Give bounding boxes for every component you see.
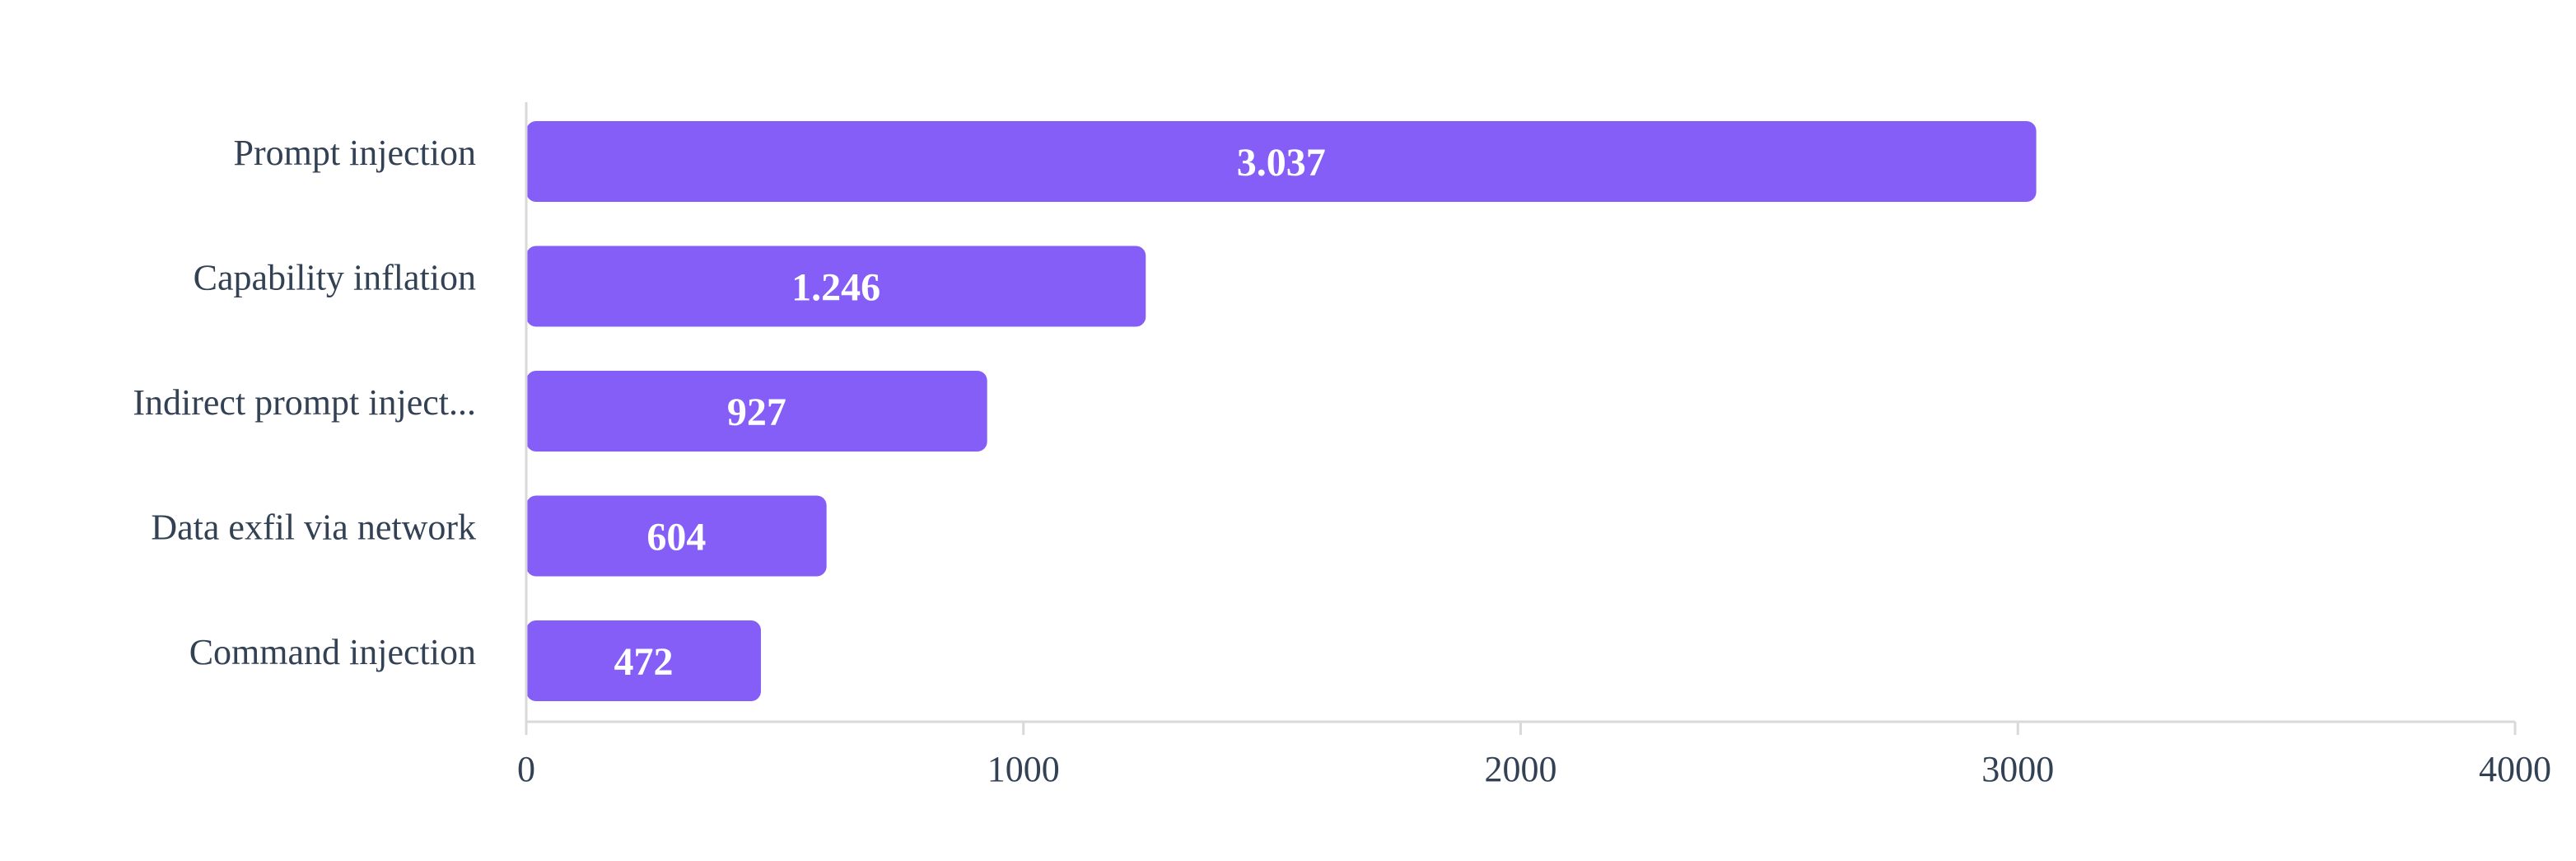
category-label-3: Data exfil via network (151, 508, 476, 548)
bar-value-label-4: 472 (614, 640, 673, 684)
bar-value-label-1: 1.246 (791, 266, 880, 310)
bars-layer (526, 121, 2037, 701)
bar-4 (526, 620, 761, 701)
category-label-4: Command injection (189, 632, 476, 672)
x-tick-label-1: 1000 (987, 749, 1060, 789)
axis-layer (525, 102, 2517, 735)
x-tick-label-4: 4000 (2479, 749, 2551, 789)
bar-2 (526, 371, 987, 452)
bar-value-label-0: 3.037 (1237, 141, 1326, 185)
x-tick-label-3: 3000 (1981, 749, 2054, 789)
x-tick-label-0: 0 (517, 749, 535, 789)
x-tick-label-2: 2000 (1485, 749, 1557, 789)
bar-0 (526, 121, 2037, 202)
bar-value-label-3: 604 (646, 516, 706, 559)
bar-3 (526, 495, 827, 577)
bar-value-label-2: 927 (727, 391, 786, 434)
category-label-1: Capability inflation (194, 258, 476, 298)
category-label-0: Prompt injection (233, 133, 476, 173)
labels-layer: Prompt injection 3.037 Capability inflatio… (133, 133, 2551, 789)
bar-1 (526, 246, 1146, 327)
category-label-2: Indirect prompt inject... (133, 382, 476, 423)
